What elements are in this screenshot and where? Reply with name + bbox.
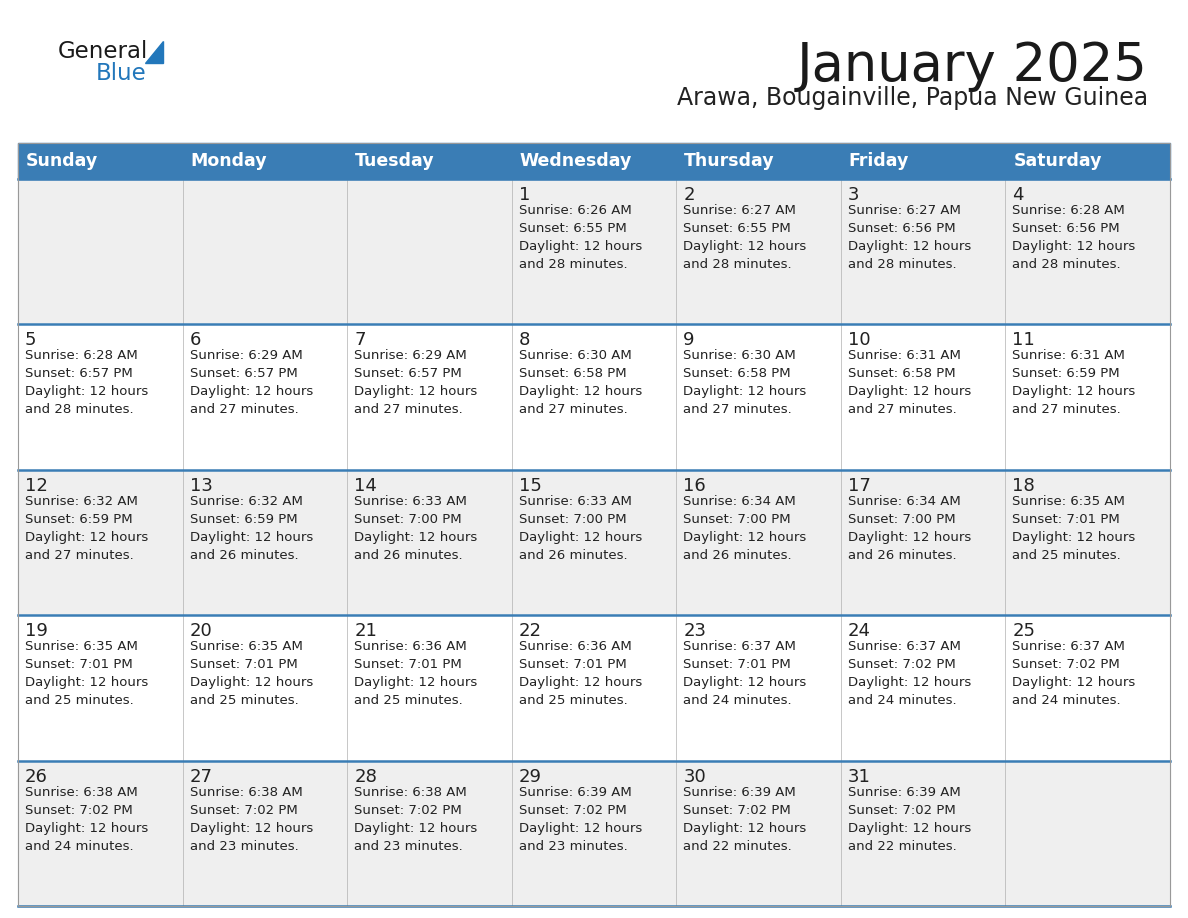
Bar (18, 761, 1170, 906)
Text: Sunrise: 6:32 AM
Sunset: 6:59 PM
Daylight: 12 hours
and 26 minutes.: Sunrise: 6:32 AM Sunset: 6:59 PM Dayligh… (190, 495, 312, 562)
Text: 9: 9 (683, 331, 695, 350)
Text: Saturday: Saturday (1013, 152, 1102, 170)
Text: 26: 26 (25, 767, 48, 786)
Text: Sunrise: 6:30 AM
Sunset: 6:58 PM
Daylight: 12 hours
and 27 minutes.: Sunrise: 6:30 AM Sunset: 6:58 PM Dayligh… (519, 350, 642, 417)
Text: 1: 1 (519, 186, 530, 204)
Text: 6: 6 (190, 331, 201, 350)
Text: Sunrise: 6:26 AM
Sunset: 6:55 PM
Daylight: 12 hours
and 28 minutes.: Sunrise: 6:26 AM Sunset: 6:55 PM Dayligh… (519, 204, 642, 271)
Text: Sunrise: 6:39 AM
Sunset: 7:02 PM
Daylight: 12 hours
and 22 minutes.: Sunrise: 6:39 AM Sunset: 7:02 PM Dayligh… (848, 786, 971, 853)
Text: Sunrise: 6:39 AM
Sunset: 7:02 PM
Daylight: 12 hours
and 22 minutes.: Sunrise: 6:39 AM Sunset: 7:02 PM Dayligh… (683, 786, 807, 853)
Bar (18, 324, 1170, 470)
Text: 20: 20 (190, 622, 213, 640)
Text: Sunrise: 6:36 AM
Sunset: 7:01 PM
Daylight: 12 hours
and 25 minutes.: Sunrise: 6:36 AM Sunset: 7:01 PM Dayligh… (354, 640, 478, 707)
Text: 12: 12 (25, 476, 48, 495)
Text: 25: 25 (1012, 622, 1036, 640)
Bar (18, 615, 1170, 761)
Text: Sunrise: 6:29 AM
Sunset: 6:57 PM
Daylight: 12 hours
and 27 minutes.: Sunrise: 6:29 AM Sunset: 6:57 PM Dayligh… (190, 350, 312, 417)
Text: 17: 17 (848, 476, 871, 495)
Text: Sunrise: 6:39 AM
Sunset: 7:02 PM
Daylight: 12 hours
and 23 minutes.: Sunrise: 6:39 AM Sunset: 7:02 PM Dayligh… (519, 786, 642, 853)
Bar (18, 179, 1170, 324)
Text: 10: 10 (848, 331, 871, 350)
Text: Sunrise: 6:37 AM
Sunset: 7:01 PM
Daylight: 12 hours
and 24 minutes.: Sunrise: 6:37 AM Sunset: 7:01 PM Dayligh… (683, 640, 807, 707)
Text: Sunrise: 6:32 AM
Sunset: 6:59 PM
Daylight: 12 hours
and 27 minutes.: Sunrise: 6:32 AM Sunset: 6:59 PM Dayligh… (25, 495, 148, 562)
Text: 14: 14 (354, 476, 377, 495)
Text: Sunrise: 6:34 AM
Sunset: 7:00 PM
Daylight: 12 hours
and 26 minutes.: Sunrise: 6:34 AM Sunset: 7:00 PM Dayligh… (683, 495, 807, 562)
Text: Sunrise: 6:27 AM
Sunset: 6:55 PM
Daylight: 12 hours
and 28 minutes.: Sunrise: 6:27 AM Sunset: 6:55 PM Dayligh… (683, 204, 807, 271)
Bar (18, 470, 1170, 615)
Text: 13: 13 (190, 476, 213, 495)
Text: 8: 8 (519, 331, 530, 350)
Text: Sunday: Sunday (26, 152, 99, 170)
Bar (18, 143, 1170, 179)
Text: 11: 11 (1012, 331, 1035, 350)
Text: 24: 24 (848, 622, 871, 640)
Text: Sunrise: 6:36 AM
Sunset: 7:01 PM
Daylight: 12 hours
and 25 minutes.: Sunrise: 6:36 AM Sunset: 7:01 PM Dayligh… (519, 640, 642, 707)
Text: Sunrise: 6:27 AM
Sunset: 6:56 PM
Daylight: 12 hours
and 28 minutes.: Sunrise: 6:27 AM Sunset: 6:56 PM Dayligh… (848, 204, 971, 271)
Text: 18: 18 (1012, 476, 1035, 495)
Text: January 2025: January 2025 (797, 40, 1148, 92)
Text: Sunrise: 6:35 AM
Sunset: 7:01 PM
Daylight: 12 hours
and 25 minutes.: Sunrise: 6:35 AM Sunset: 7:01 PM Dayligh… (1012, 495, 1136, 562)
Text: Arawa, Bougainville, Papua New Guinea: Arawa, Bougainville, Papua New Guinea (677, 86, 1148, 110)
Text: 31: 31 (848, 767, 871, 786)
Text: 4: 4 (1012, 186, 1024, 204)
Text: Sunrise: 6:38 AM
Sunset: 7:02 PM
Daylight: 12 hours
and 23 minutes.: Sunrise: 6:38 AM Sunset: 7:02 PM Dayligh… (354, 786, 478, 853)
Text: 23: 23 (683, 622, 707, 640)
Text: Tuesday: Tuesday (355, 152, 435, 170)
Bar (18, 143, 1170, 906)
Text: Sunrise: 6:38 AM
Sunset: 7:02 PM
Daylight: 12 hours
and 23 minutes.: Sunrise: 6:38 AM Sunset: 7:02 PM Dayligh… (190, 786, 312, 853)
Text: Sunrise: 6:33 AM
Sunset: 7:00 PM
Daylight: 12 hours
and 26 minutes.: Sunrise: 6:33 AM Sunset: 7:00 PM Dayligh… (354, 495, 478, 562)
Text: 19: 19 (25, 622, 48, 640)
Polygon shape (145, 41, 163, 63)
Text: Thursday: Thursday (684, 152, 775, 170)
Text: Sunrise: 6:31 AM
Sunset: 6:59 PM
Daylight: 12 hours
and 27 minutes.: Sunrise: 6:31 AM Sunset: 6:59 PM Dayligh… (1012, 350, 1136, 417)
Text: Sunrise: 6:35 AM
Sunset: 7:01 PM
Daylight: 12 hours
and 25 minutes.: Sunrise: 6:35 AM Sunset: 7:01 PM Dayligh… (25, 640, 148, 707)
Text: 7: 7 (354, 331, 366, 350)
Text: 16: 16 (683, 476, 706, 495)
Text: 15: 15 (519, 476, 542, 495)
Text: Sunrise: 6:30 AM
Sunset: 6:58 PM
Daylight: 12 hours
and 27 minutes.: Sunrise: 6:30 AM Sunset: 6:58 PM Dayligh… (683, 350, 807, 417)
Text: 3: 3 (848, 186, 859, 204)
Text: 2: 2 (683, 186, 695, 204)
Text: Wednesday: Wednesday (519, 152, 632, 170)
Text: 30: 30 (683, 767, 706, 786)
Text: Friday: Friday (849, 152, 909, 170)
Text: Monday: Monday (190, 152, 267, 170)
Text: Sunrise: 6:28 AM
Sunset: 6:57 PM
Daylight: 12 hours
and 28 minutes.: Sunrise: 6:28 AM Sunset: 6:57 PM Dayligh… (25, 350, 148, 417)
Text: Sunrise: 6:37 AM
Sunset: 7:02 PM
Daylight: 12 hours
and 24 minutes.: Sunrise: 6:37 AM Sunset: 7:02 PM Dayligh… (1012, 640, 1136, 707)
Text: Sunrise: 6:28 AM
Sunset: 6:56 PM
Daylight: 12 hours
and 28 minutes.: Sunrise: 6:28 AM Sunset: 6:56 PM Dayligh… (1012, 204, 1136, 271)
Text: Sunrise: 6:35 AM
Sunset: 7:01 PM
Daylight: 12 hours
and 25 minutes.: Sunrise: 6:35 AM Sunset: 7:01 PM Dayligh… (190, 640, 312, 707)
Text: Sunrise: 6:31 AM
Sunset: 6:58 PM
Daylight: 12 hours
and 27 minutes.: Sunrise: 6:31 AM Sunset: 6:58 PM Dayligh… (848, 350, 971, 417)
Text: 28: 28 (354, 767, 377, 786)
Text: 22: 22 (519, 622, 542, 640)
Text: Sunrise: 6:38 AM
Sunset: 7:02 PM
Daylight: 12 hours
and 24 minutes.: Sunrise: 6:38 AM Sunset: 7:02 PM Dayligh… (25, 786, 148, 853)
Text: 27: 27 (190, 767, 213, 786)
Text: 29: 29 (519, 767, 542, 786)
Text: General: General (58, 40, 148, 63)
Text: Sunrise: 6:34 AM
Sunset: 7:00 PM
Daylight: 12 hours
and 26 minutes.: Sunrise: 6:34 AM Sunset: 7:00 PM Dayligh… (848, 495, 971, 562)
Text: Sunrise: 6:29 AM
Sunset: 6:57 PM
Daylight: 12 hours
and 27 minutes.: Sunrise: 6:29 AM Sunset: 6:57 PM Dayligh… (354, 350, 478, 417)
Text: Sunrise: 6:33 AM
Sunset: 7:00 PM
Daylight: 12 hours
and 26 minutes.: Sunrise: 6:33 AM Sunset: 7:00 PM Dayligh… (519, 495, 642, 562)
Text: 5: 5 (25, 331, 37, 350)
Text: Blue: Blue (96, 62, 147, 85)
Text: Sunrise: 6:37 AM
Sunset: 7:02 PM
Daylight: 12 hours
and 24 minutes.: Sunrise: 6:37 AM Sunset: 7:02 PM Dayligh… (848, 640, 971, 707)
Text: 21: 21 (354, 622, 377, 640)
